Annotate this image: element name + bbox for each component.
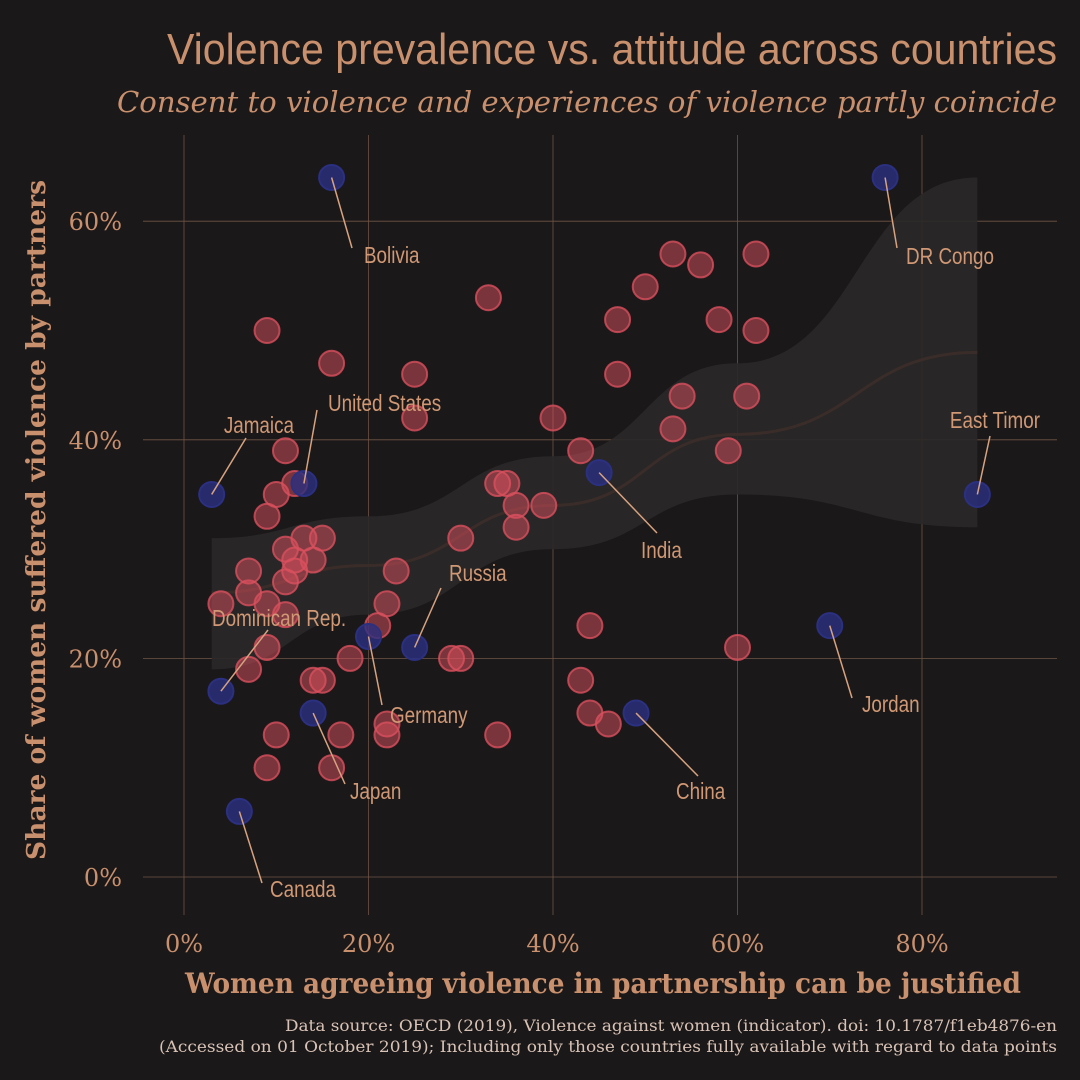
country-label: United States: [328, 391, 441, 416]
country-label: Bolivia: [364, 243, 420, 268]
label-leader-line: [330, 177, 353, 249]
data-point: [604, 360, 632, 388]
data-point: [253, 317, 281, 344]
data-point: [668, 382, 696, 410]
data-point: [327, 721, 355, 749]
data-point: [401, 404, 429, 432]
chart-title: Violence prevalence vs. attitude across …: [167, 25, 1057, 74]
label-leader-line: [211, 437, 247, 495]
caption-line-2: (Accessed on 01 October 2019); Including…: [159, 1037, 1057, 1056]
country-label: Canada: [270, 877, 336, 902]
data-point: [253, 502, 281, 530]
data-point: [271, 437, 299, 465]
data-point: [742, 317, 770, 344]
x-axis-label: Women agreeing violence in partnership c…: [184, 967, 1021, 1000]
data-point: [271, 601, 299, 629]
country-label: East Timor: [950, 408, 1040, 433]
data-point: [336, 644, 364, 672]
y-tick-label: 60%: [69, 208, 122, 236]
data-point: [235, 655, 263, 683]
data-point: [373, 721, 401, 749]
x-tick-label: 60%: [711, 930, 764, 958]
data-point: [447, 644, 475, 672]
data-point: [253, 754, 281, 782]
data-point: [253, 633, 281, 661]
data-point: [567, 437, 595, 465]
label-leader-line: [220, 629, 269, 692]
country-label: Dominican Rep.: [212, 606, 346, 631]
data-point: [631, 273, 659, 301]
confidence-band-area: [211, 177, 978, 670]
y-tick-label: 20%: [69, 645, 122, 673]
country-label: Russia: [449, 561, 507, 586]
country-label: Jamaica: [224, 413, 294, 438]
country-label: Jordan: [862, 692, 920, 717]
data-point: [262, 721, 290, 749]
data-point: [484, 721, 512, 749]
data-point: [659, 415, 687, 443]
data-point: [733, 382, 761, 410]
data-point: [382, 557, 410, 585]
data-point: [724, 633, 751, 661]
y-tick-label: 40%: [69, 427, 122, 455]
data-point: [687, 251, 715, 279]
data-point: [714, 437, 742, 465]
label-leader-line: [598, 472, 658, 534]
x-tick-label: 80%: [895, 930, 948, 958]
data-point: [207, 590, 235, 618]
chart-subtitle: Consent to violence and experiences of v…: [117, 85, 1057, 119]
other-points: [207, 240, 770, 782]
data-point: [318, 754, 346, 782]
data-point: [271, 568, 299, 596]
data-point: [742, 240, 770, 268]
data-point: [576, 699, 604, 727]
data-point: [604, 306, 632, 334]
label-leader-line: [635, 712, 699, 777]
label-leader-line: [238, 811, 263, 884]
data-point: [318, 349, 346, 377]
data-point: [705, 306, 733, 334]
data-point: [474, 284, 502, 312]
data-point: [447, 524, 475, 552]
country-label: Germany: [390, 703, 468, 728]
label-leader-line: [413, 587, 442, 648]
country-label: India: [641, 538, 682, 563]
highlighted-points: Bolivia DR Congo East Timor Jamaica United S…: [198, 163, 1040, 902]
y-axis-label: Share of women suffered violence by part…: [22, 180, 52, 860]
data-point: [539, 404, 567, 432]
data-point: [502, 513, 530, 541]
tick-labels: 0% 20% 40% 60% 80% 0% 20% 40% 60%: [69, 208, 949, 958]
label-leader-line: [829, 625, 853, 699]
label-leader-line: [312, 712, 346, 785]
y-tick-label: 0%: [84, 864, 122, 892]
country-label: China: [676, 779, 726, 804]
data-point: [567, 666, 595, 694]
caption-line-1: Data source: OECD (2019), Violence again…: [285, 1016, 1057, 1035]
country-label: DR Congo: [906, 244, 994, 269]
x-tick-label: 40%: [526, 930, 579, 958]
data-point: [530, 491, 558, 519]
trend-line: [211, 350, 978, 595]
label-leader-line: [884, 177, 898, 249]
confidence-band: [211, 177, 978, 670]
data-point: [308, 666, 336, 694]
label-leader-line: [303, 409, 318, 484]
x-tick-label: 0%: [165, 930, 203, 958]
x-tick-label: 20%: [342, 930, 395, 958]
label-leader-line: [976, 435, 991, 495]
data-point: [659, 240, 687, 268]
data-point: [401, 360, 429, 388]
label-leader-line: [367, 636, 383, 706]
country-label: Japan: [350, 779, 401, 804]
data-point: [576, 612, 604, 640]
